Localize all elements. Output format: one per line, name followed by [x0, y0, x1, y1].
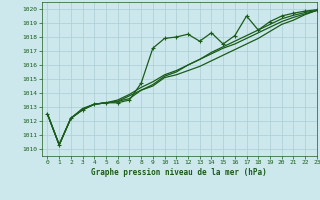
X-axis label: Graphe pression niveau de la mer (hPa): Graphe pression niveau de la mer (hPa) — [91, 168, 267, 177]
